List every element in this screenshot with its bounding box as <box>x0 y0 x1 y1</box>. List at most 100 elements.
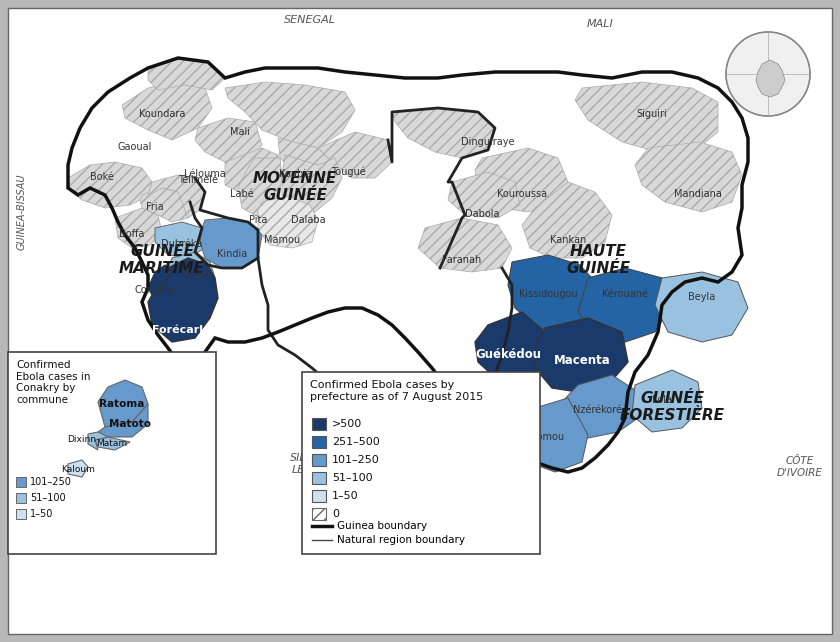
Polygon shape <box>635 142 742 212</box>
Polygon shape <box>448 172 520 218</box>
Text: Gaoual: Gaoual <box>118 142 152 152</box>
Text: Lélouma: Lélouma <box>184 169 226 179</box>
Polygon shape <box>282 155 342 212</box>
Text: Kissidougou: Kissidougou <box>518 289 577 299</box>
Text: Dixinn: Dixinn <box>67 435 97 444</box>
Circle shape <box>726 32 810 116</box>
Text: 251–500: 251–500 <box>332 437 380 447</box>
Polygon shape <box>88 432 108 450</box>
Text: >500: >500 <box>332 419 362 429</box>
Text: Confirmed Ebola cases by
prefecture as of 7 August 2015: Confirmed Ebola cases by prefecture as o… <box>310 380 483 402</box>
Text: Nzérékoré: Nzérékoré <box>574 405 622 415</box>
Text: 101–250: 101–250 <box>30 477 72 487</box>
Polygon shape <box>155 222 205 258</box>
Polygon shape <box>522 182 612 258</box>
Text: Dalaba: Dalaba <box>291 215 325 225</box>
Polygon shape <box>392 108 495 158</box>
Text: Mamou: Mamou <box>264 235 300 245</box>
Text: Kouroussa: Kouroussa <box>497 189 547 199</box>
Bar <box>312 472 326 484</box>
Polygon shape <box>475 312 545 382</box>
Polygon shape <box>168 252 215 295</box>
Text: GUINEA-BISSAU: GUINEA-BISSAU <box>17 174 27 250</box>
Polygon shape <box>98 404 148 437</box>
Polygon shape <box>578 268 672 342</box>
Polygon shape <box>148 258 218 342</box>
Text: Koundara: Koundara <box>139 109 185 119</box>
Polygon shape <box>225 148 282 195</box>
Bar <box>16 477 26 487</box>
Text: Natural region boundary: Natural region boundary <box>337 535 465 545</box>
Text: 1–50: 1–50 <box>30 509 54 519</box>
Polygon shape <box>98 380 148 427</box>
Text: GUINÉE
MARITIME: GUINÉE MARITIME <box>119 244 205 276</box>
Text: Beyla: Beyla <box>688 292 716 302</box>
Bar <box>302 372 540 554</box>
Bar <box>312 436 326 448</box>
Text: Pita: Pita <box>249 215 267 225</box>
Polygon shape <box>655 272 748 342</box>
Polygon shape <box>258 196 318 248</box>
Text: Macenta: Macenta <box>554 354 611 367</box>
Text: 51–100: 51–100 <box>332 473 373 483</box>
Text: Conakry: Conakry <box>135 285 175 295</box>
Text: SENEGAL: SENEGAL <box>284 15 336 25</box>
Polygon shape <box>518 398 588 472</box>
Polygon shape <box>68 162 152 208</box>
Text: MOYENNE
GUINÉE: MOYENNE GUINÉE <box>253 171 337 204</box>
Text: 1–50: 1–50 <box>332 491 359 501</box>
Text: Matam: Matam <box>97 440 128 449</box>
Polygon shape <box>68 460 88 477</box>
Text: CÔTE
D'IVOIRE: CÔTE D'IVOIRE <box>777 456 823 478</box>
Polygon shape <box>195 118 262 162</box>
Polygon shape <box>632 370 702 432</box>
Text: Koubia: Koubia <box>279 169 312 179</box>
Polygon shape <box>535 318 628 392</box>
Text: SIERRA
LEONE: SIERRA LEONE <box>290 453 330 475</box>
Polygon shape <box>238 158 282 218</box>
Polygon shape <box>418 218 512 272</box>
Text: Dabola: Dabola <box>465 209 499 219</box>
Text: Guékédou: Guékédou <box>475 347 541 361</box>
Bar <box>16 509 26 519</box>
Bar <box>312 418 326 430</box>
Polygon shape <box>318 132 392 178</box>
Polygon shape <box>278 138 332 175</box>
Text: Ratoma: Ratoma <box>99 399 144 409</box>
Text: Boffa: Boffa <box>119 229 144 239</box>
Bar <box>8 352 216 554</box>
Text: Boké: Boké <box>90 172 114 182</box>
Polygon shape <box>562 375 638 438</box>
Polygon shape <box>508 255 598 332</box>
Polygon shape <box>475 148 568 212</box>
Text: Lola: Lola <box>652 395 672 405</box>
Text: Fria: Fria <box>146 202 164 212</box>
Text: Forécarlah: Forécarlah <box>152 325 218 335</box>
Polygon shape <box>148 175 205 218</box>
Polygon shape <box>225 82 355 148</box>
Text: MALI: MALI <box>586 19 613 29</box>
Text: Kaloum: Kaloum <box>61 465 95 474</box>
Text: Confirmed
Ebola cases in
Conakry by
commune: Confirmed Ebola cases in Conakry by comm… <box>16 360 91 405</box>
Text: 0: 0 <box>332 509 339 519</box>
Text: LIBERIA: LIBERIA <box>489 525 532 535</box>
Text: Coyah: Coyah <box>182 269 213 279</box>
Polygon shape <box>95 437 130 450</box>
Polygon shape <box>756 60 785 97</box>
Bar <box>312 508 326 520</box>
Bar <box>312 454 326 466</box>
Text: 51–100: 51–100 <box>30 493 66 503</box>
Text: Labé: Labé <box>230 189 254 199</box>
Text: Kindia: Kindia <box>217 249 247 259</box>
Text: Mali: Mali <box>230 127 250 137</box>
Text: Dinguiraye: Dinguiraye <box>461 137 515 147</box>
Text: GUINÉE
FORESTIÈRE: GUINÉE FORESTIÈRE <box>620 391 724 423</box>
Polygon shape <box>200 218 262 268</box>
Text: 101–250: 101–250 <box>332 455 380 465</box>
Text: Tougué: Tougué <box>331 167 365 177</box>
Text: Mandiana: Mandiana <box>674 189 722 199</box>
Polygon shape <box>122 82 212 140</box>
Text: Télimélé: Télimélé <box>178 175 218 185</box>
Text: HAUTE
GUINÉE: HAUTE GUINÉE <box>566 244 630 276</box>
Bar <box>16 493 26 503</box>
